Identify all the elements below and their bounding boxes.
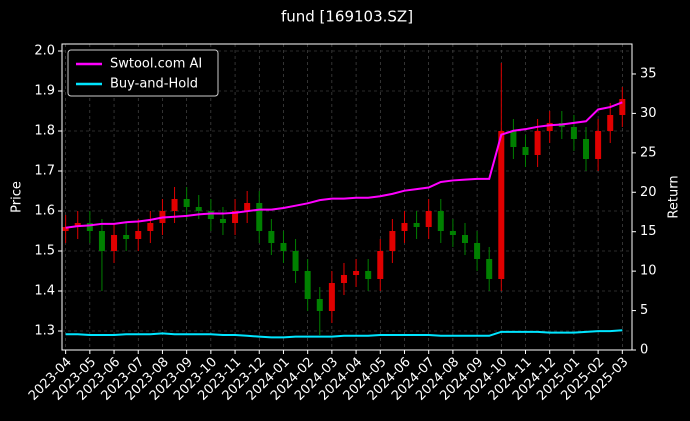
candle-body: [183, 199, 190, 207]
candle-body: [111, 235, 118, 251]
y2-tick-label: 25: [640, 145, 657, 160]
candle-body: [583, 139, 590, 159]
y-tick-label: 1.8: [34, 124, 55, 139]
candle-body: [595, 131, 602, 159]
candle-body: [377, 251, 384, 279]
candle-body: [365, 271, 372, 279]
candle-body: [353, 271, 360, 275]
y-tick-label: 1.7: [34, 164, 55, 179]
candle-body: [389, 231, 396, 251]
candle-body: [546, 123, 553, 131]
candle-body: [147, 223, 154, 231]
candle-body: [425, 211, 432, 227]
candle-body: [268, 231, 275, 243]
legend-label: Swtool.com AI: [110, 57, 202, 72]
y2-tick-label: 15: [640, 224, 657, 239]
candle-body: [498, 131, 505, 279]
candle-body: [292, 251, 299, 271]
candle-body: [522, 147, 529, 155]
candle-body: [244, 203, 251, 211]
candle-body: [98, 231, 105, 251]
chart-title: fund [169103.SZ]: [281, 8, 413, 26]
legend: Swtool.com AI Buy-and-Hold: [67, 49, 219, 97]
y2-tick-label: 10: [640, 264, 657, 279]
candle-body: [510, 131, 517, 147]
candle-body: [401, 223, 408, 231]
y2-tick-label: 30: [640, 106, 657, 121]
candle-body: [328, 283, 335, 311]
y-axis-label: Price: [10, 181, 25, 213]
candle-body: [607, 115, 614, 131]
y-tick-label: 1.6: [34, 204, 55, 219]
y2-tick-label: 5: [640, 303, 648, 318]
candle-body: [135, 231, 142, 239]
candle-body: [304, 271, 311, 299]
legend-box: [67, 49, 219, 97]
candle-body: [534, 131, 541, 155]
candle-body: [123, 235, 130, 239]
candle-body: [340, 275, 347, 283]
candle-body: [413, 223, 420, 227]
candle-body: [62, 227, 69, 231]
candle-body: [619, 99, 626, 115]
y-tick-label: 1.5: [34, 244, 55, 259]
series-line: [65, 329, 623, 339]
candle-body: [474, 243, 481, 259]
candle-body: [74, 223, 81, 227]
candle-body: [171, 199, 178, 211]
candle-body: [486, 259, 493, 279]
y2-tick-label: 35: [640, 66, 657, 81]
candle-body: [316, 299, 323, 311]
y-tick-label: 2.0: [34, 44, 55, 59]
candle-body: [280, 243, 287, 251]
candle-body: [86, 223, 93, 231]
y2-tick-label: 0: [640, 343, 648, 358]
candle-body: [437, 211, 444, 231]
plot-frame: [61, 43, 633, 351]
candle-body: [570, 127, 577, 139]
series-line: [65, 101, 623, 229]
candle-body: [449, 231, 456, 235]
y2-tick-label: 20: [640, 185, 657, 200]
candle-body: [232, 211, 239, 223]
y-tick-label: 1.4: [34, 284, 55, 299]
candle-body: [207, 211, 214, 219]
candle-body: [219, 219, 226, 223]
legend-label: Buy-and-Hold: [110, 77, 198, 92]
y-tick-label: 1.9: [34, 84, 55, 99]
candle-body: [195, 207, 202, 211]
candle-body: [461, 235, 468, 243]
candle-body: [256, 203, 263, 231]
y2-axis-label: Return: [667, 175, 682, 218]
y-tick-label: 1.3: [34, 324, 55, 339]
